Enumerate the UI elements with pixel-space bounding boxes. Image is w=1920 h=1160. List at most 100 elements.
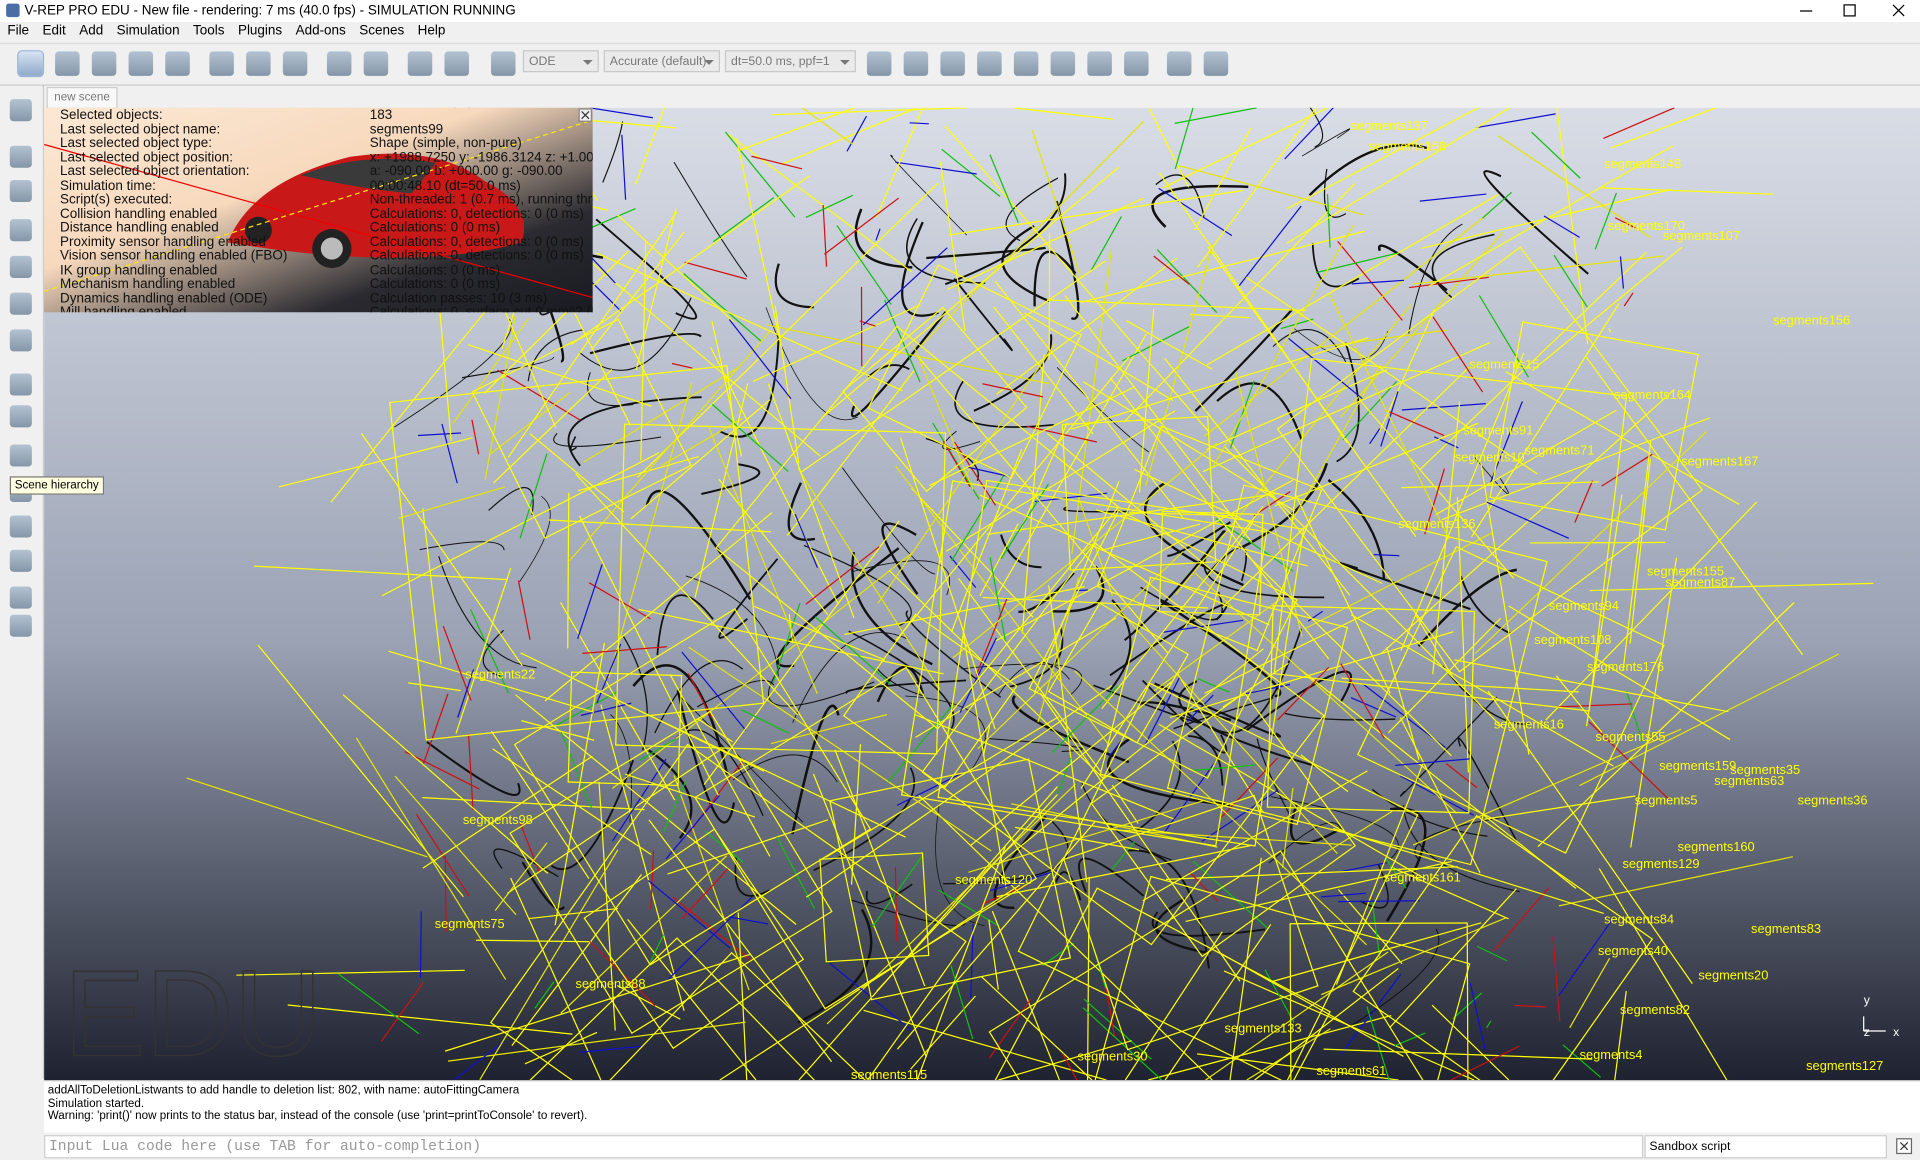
- segment-line: [1013, 107, 1114, 120]
- road: [1033, 250, 1077, 307]
- road: [656, 594, 714, 656]
- segment-line: [1109, 377, 1330, 660]
- lua-input[interactable]: Input Lua code here (use TAB for auto-co…: [44, 1135, 1644, 1159]
- segment-line: [805, 684, 1113, 898]
- side-button[interactable]: [9, 614, 32, 637]
- close-console[interactable]: [1896, 1138, 1913, 1155]
- segment-box: [867, 264, 1083, 479]
- segment-line: [1015, 826, 1140, 851]
- scene-tab[interactable]: new scene: [46, 86, 118, 109]
- menu-item[interactable]: Tools: [193, 23, 225, 38]
- road: [1188, 735, 1224, 786]
- toolbar-button[interactable]: [128, 51, 154, 76]
- side-button[interactable]: [9, 515, 32, 538]
- info-label: Last selected object type:: [60, 135, 213, 151]
- road: [567, 396, 702, 467]
- segment-line: [510, 877, 602, 1081]
- toolbar-button[interactable]: [491, 51, 516, 76]
- toolbar-button[interactable]: [246, 51, 271, 76]
- side-button[interactable]: [9, 373, 32, 396]
- segment-line: [524, 1031, 598, 1065]
- toolbar-button[interactable]: [17, 50, 45, 78]
- menu-item[interactable]: Edit: [42, 23, 66, 38]
- side-button[interactable]: [9, 99, 32, 122]
- segment-line: [621, 134, 627, 200]
- road: [881, 522, 919, 595]
- segment-box: [1028, 509, 1298, 779]
- side-button[interactable]: [9, 145, 32, 168]
- segment-line: [1215, 518, 1294, 572]
- segment-label: segments160: [1678, 839, 1755, 854]
- menu-item[interactable]: Simulation: [116, 23, 180, 38]
- toolbar-button[interactable]: [1050, 51, 1076, 76]
- segment-line: [591, 231, 685, 351]
- segment-line: [1486, 1020, 1492, 1029]
- toolbar-button[interactable]: [407, 51, 433, 76]
- segment-line: [1338, 900, 1421, 903]
- segment-label: segments5: [1635, 792, 1698, 807]
- menu-item[interactable]: Add: [79, 23, 104, 38]
- toolbar-button[interactable]: [363, 51, 389, 76]
- toolbar-button[interactable]: [1166, 51, 1192, 76]
- info-label: Dynamics handling enabled (ODE): [60, 290, 268, 306]
- segment-line: [911, 487, 1034, 618]
- segment-line: [1101, 523, 1201, 551]
- side-button[interactable]: [9, 444, 32, 467]
- segment-line: [484, 250, 630, 394]
- segment-line: [1164, 924, 1272, 1081]
- segment-line: [1031, 130, 1082, 277]
- toolbar-button[interactable]: [940, 51, 965, 76]
- segment-line: [1562, 1044, 1601, 1078]
- segment-line: [909, 122, 929, 125]
- side-button[interactable]: [9, 180, 32, 203]
- toolbar-button[interactable]: [977, 51, 1002, 76]
- road: [1402, 805, 1520, 893]
- toolbar-button[interactable]: [91, 51, 117, 76]
- segment-line: [1123, 182, 1356, 423]
- toolbar-button[interactable]: [165, 51, 190, 76]
- segment-line: [968, 800, 1203, 873]
- accuracy-dropdown[interactable]: Accurate (default): [603, 50, 721, 73]
- viewport[interactable]: segments137 segments168 segments148 segment…: [44, 107, 1920, 1081]
- toolbar-button[interactable]: [55, 51, 80, 76]
- menu-item[interactable]: Plugins: [237, 23, 283, 38]
- toolbar-button[interactable]: [444, 51, 469, 76]
- toolbar-button[interactable]: [209, 51, 234, 76]
- toolbar-button[interactable]: [1087, 51, 1112, 76]
- info-row: Last selected object position: x: +1988.7…: [60, 151, 593, 164]
- toolbar-button[interactable]: [1203, 51, 1229, 76]
- side-button[interactable]: [9, 255, 32, 278]
- side-button[interactable]: [9, 329, 32, 352]
- menu-item[interactable]: Scenes: [359, 23, 405, 38]
- segment-line: [1432, 401, 1461, 675]
- segment-line: [727, 133, 912, 273]
- side-button[interactable]: [9, 405, 32, 428]
- timestep-dropdown[interactable]: dt=50.0 ms, ppf=1: [724, 50, 856, 73]
- toolbar-button[interactable]: [866, 51, 892, 76]
- toolbar-button[interactable]: [326, 51, 352, 76]
- side-button[interactable]: [9, 292, 32, 315]
- segment-line: [957, 577, 1101, 772]
- segment-line: [1373, 553, 1400, 557]
- script-selector[interactable]: Sandbox script: [1644, 1135, 1887, 1159]
- segment-box: [489, 743, 967, 1081]
- toolbar-button[interactable]: [1124, 51, 1149, 76]
- side-button[interactable]: [9, 219, 32, 242]
- engine-dropdown[interactable]: ODE: [522, 50, 599, 73]
- segment-line: [1339, 862, 1387, 873]
- menu-item[interactable]: File: [7, 23, 30, 38]
- menu-item[interactable]: Add-ons: [295, 23, 346, 38]
- menu-item[interactable]: Help: [417, 23, 446, 38]
- segment-line: [1598, 868, 1728, 1081]
- segment-line: [560, 855, 728, 1014]
- road: [1178, 680, 1316, 767]
- side-button[interactable]: [9, 586, 32, 609]
- toolbar-button[interactable]: [903, 51, 929, 76]
- toolbar-button[interactable]: [282, 51, 308, 76]
- window-controls[interactable]: [1788, 0, 1920, 22]
- side-button[interactable]: [9, 549, 32, 572]
- toolbar-button[interactable]: [1013, 51, 1039, 76]
- info-value: Shape (simple, non-pure): [369, 135, 522, 151]
- road: [953, 278, 1013, 352]
